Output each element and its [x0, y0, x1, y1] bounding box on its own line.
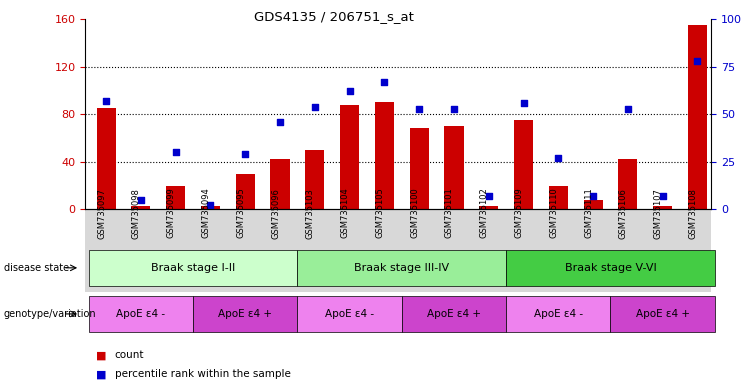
Bar [549, 185, 568, 209]
Bar [270, 159, 290, 209]
Text: GSM735102: GSM735102 [479, 188, 489, 238]
Text: GSM735111: GSM735111 [584, 188, 593, 238]
Point [657, 193, 668, 199]
Point [239, 151, 251, 157]
Text: ■: ■ [96, 350, 107, 360]
Text: GSM735098: GSM735098 [132, 188, 141, 238]
Text: Braak stage III-IV: Braak stage III-IV [354, 263, 449, 273]
Bar [514, 120, 533, 209]
Bar [688, 25, 707, 209]
Text: ApoE ε4 +: ApoE ε4 + [636, 309, 690, 319]
Text: genotype/variation: genotype/variation [4, 309, 96, 319]
Text: disease state: disease state [4, 263, 69, 273]
Text: ApoE ε4 +: ApoE ε4 + [427, 309, 481, 319]
Point [622, 106, 634, 112]
Text: GSM735109: GSM735109 [514, 188, 523, 238]
Point [448, 106, 460, 112]
Text: GSM735107: GSM735107 [654, 188, 662, 238]
Text: GSM735095: GSM735095 [236, 188, 245, 238]
Point [379, 79, 391, 85]
Text: GSM735105: GSM735105 [376, 188, 385, 238]
Text: GSM735110: GSM735110 [549, 188, 558, 238]
Text: ■: ■ [96, 369, 107, 379]
Bar [375, 103, 394, 209]
Bar [583, 200, 602, 209]
Bar [340, 105, 359, 209]
Bar [305, 150, 325, 209]
Text: GSM735104: GSM735104 [341, 188, 350, 238]
Point [344, 88, 356, 94]
Bar [618, 159, 637, 209]
Point [205, 202, 216, 209]
Text: ApoE ε4 -: ApoE ε4 - [325, 309, 374, 319]
Bar [131, 206, 150, 209]
Bar [96, 108, 116, 209]
Point [274, 119, 286, 125]
Point [517, 100, 529, 106]
Text: ApoE ε4 -: ApoE ε4 - [116, 309, 165, 319]
Text: Braak stage V-VI: Braak stage V-VI [565, 263, 657, 273]
Point [170, 149, 182, 156]
Bar [166, 185, 185, 209]
Text: count: count [115, 350, 144, 360]
Text: percentile rank within the sample: percentile rank within the sample [115, 369, 290, 379]
Text: GSM735103: GSM735103 [306, 188, 315, 238]
Text: ApoE ε4 -: ApoE ε4 - [534, 309, 583, 319]
Point [100, 98, 112, 104]
Bar [479, 206, 498, 209]
Text: GSM735100: GSM735100 [411, 188, 419, 238]
Text: Braak stage I-II: Braak stage I-II [151, 263, 235, 273]
Text: GSM735108: GSM735108 [688, 188, 697, 238]
Point [309, 104, 321, 110]
Point [691, 58, 703, 64]
Text: ApoE ε4 +: ApoE ε4 + [219, 309, 272, 319]
Point [552, 155, 564, 161]
Text: GSM735106: GSM735106 [619, 188, 628, 238]
Bar [653, 206, 672, 209]
Text: GSM735097: GSM735097 [97, 188, 106, 238]
Text: GDS4135 / 206751_s_at: GDS4135 / 206751_s_at [253, 10, 413, 23]
Text: GSM735096: GSM735096 [271, 188, 280, 238]
Text: GSM735101: GSM735101 [445, 188, 454, 238]
Point [587, 193, 599, 199]
Bar [201, 206, 220, 209]
Bar [410, 129, 429, 209]
Point [483, 193, 495, 199]
Bar [445, 126, 464, 209]
Text: GSM735099: GSM735099 [167, 188, 176, 238]
Text: GSM735094: GSM735094 [202, 188, 210, 238]
Point [413, 106, 425, 112]
Bar [236, 174, 255, 209]
Point [135, 197, 147, 203]
